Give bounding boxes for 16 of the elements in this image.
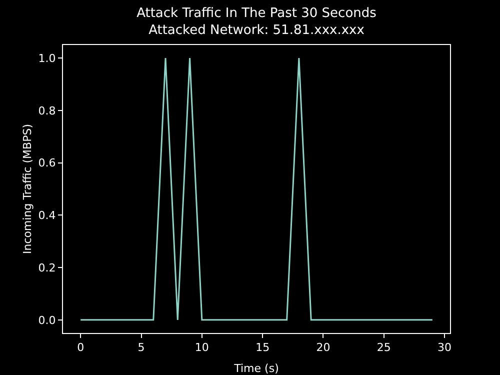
x-tick-label: 15: [256, 341, 270, 354]
x-tick-label: 0: [77, 341, 84, 354]
x-tick-label: 10: [194, 341, 209, 354]
y-tick-label: 0.6: [38, 156, 56, 170]
y-axis-title: Incoming Traffic (MBPS): [21, 124, 34, 254]
y-tick-label: 0.0: [38, 314, 56, 327]
x-axis-title: Time (s): [233, 362, 279, 375]
x-tick-label: 25: [376, 341, 391, 354]
y-tick-label: 0.8: [38, 104, 56, 118]
x-tick-label: 20: [316, 341, 330, 354]
chart-title: Attack Traffic In The Past 30 Seconds Attacked Network: 51.81.xxx.xxx: [136, 6, 377, 38]
y-tick-label: 1.0: [38, 52, 56, 65]
x-tick-label: 5: [138, 341, 145, 354]
y-tick-label: 0.2: [38, 261, 56, 274]
x-tick-label: 30: [438, 341, 452, 354]
y-tick-label: 0.4: [38, 209, 56, 222]
